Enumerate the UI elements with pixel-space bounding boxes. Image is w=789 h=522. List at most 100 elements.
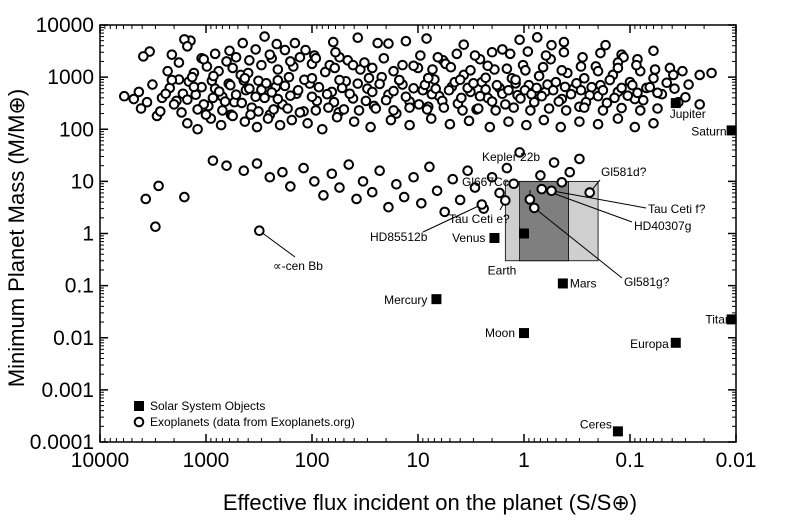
exoplanet-point (182, 118, 193, 129)
solar-system-points (431, 98, 737, 437)
exoplanet-point (236, 97, 248, 109)
exoplanet-point (560, 105, 572, 116)
exoplanet-point (135, 103, 147, 114)
exoplanet-point (294, 52, 306, 63)
exoplanet-point (366, 186, 378, 198)
exoplanet-point (271, 38, 283, 50)
exoplanet-point (330, 46, 341, 58)
exoplanet-point (306, 91, 318, 103)
exoplanet-point (439, 206, 450, 218)
exoplanet-point (694, 69, 706, 81)
exoplanet-point (515, 93, 526, 104)
exoplanet-label: Gl581g? (624, 275, 670, 289)
exoplanet-point (531, 82, 542, 94)
exoplanet-point (351, 193, 362, 205)
y-tick-label: 10 (71, 170, 94, 193)
exoplanet-point (398, 191, 410, 203)
exoplanet-point (416, 197, 427, 209)
exoplanet-point (652, 103, 663, 114)
solar-label: Mercury (384, 293, 427, 307)
exoplanet-point (469, 182, 481, 193)
exoplanet-point (683, 79, 694, 90)
exoplanet-point (279, 80, 291, 92)
exoplanet-point (531, 32, 543, 43)
exoplanet-point (310, 52, 322, 64)
exoplanet-point (209, 48, 221, 60)
exoplanet-point (260, 78, 272, 89)
exoplanet-point (162, 65, 173, 77)
solar-label: Earth (488, 264, 517, 278)
leader-line (551, 190, 647, 209)
exoplanet-point (316, 123, 328, 135)
exoplanet-point (224, 45, 235, 57)
exoplanet-point (198, 53, 210, 65)
exoplanet-point (652, 87, 663, 99)
exoplanet-point (217, 105, 228, 116)
exoplanet-point (597, 84, 609, 96)
solar-label: Saturn (691, 124, 726, 138)
exoplanet-point (543, 103, 555, 114)
exoplanet-point (138, 51, 149, 62)
exoplanet-point (279, 44, 291, 56)
exoplanet-point (574, 116, 585, 127)
labeled-exoplanet-point (524, 194, 536, 205)
solar-system-point (670, 337, 681, 348)
exoplanet-point (372, 37, 383, 49)
exoplanet-point (504, 48, 516, 60)
exoplanet-point (424, 161, 435, 173)
exoplanet-point (575, 61, 587, 72)
exoplanet-point (634, 105, 646, 116)
exoplanet-point (408, 83, 419, 94)
exoplanet-point (421, 33, 432, 44)
exoplanet-point (168, 99, 180, 110)
x-axis-title: Effective flux incident on the planet (S… (223, 490, 637, 515)
exoplanet-point (286, 114, 298, 126)
y-tick-label: 10000 (36, 14, 94, 37)
exoplanet-point (289, 37, 301, 49)
exoplanet-point (547, 84, 559, 96)
exoplanet-point (359, 57, 370, 68)
exoplanet-point (264, 49, 276, 60)
exoplanet-point (160, 88, 171, 100)
exoplanet-point (612, 113, 624, 124)
exoplanet-point (383, 38, 394, 49)
exoplanet-point (388, 105, 399, 116)
exoplanet-point (188, 81, 200, 93)
exoplanet-point (616, 82, 627, 94)
exoplanet-point (400, 35, 412, 47)
exoplanet-point (118, 90, 130, 102)
exoplanet-point (597, 105, 609, 116)
exoplanet-point (668, 69, 679, 81)
exoplanet-label: Tau Ceti e? (449, 212, 510, 226)
exoplanet-point (253, 106, 264, 117)
exoplanet-point (300, 44, 311, 56)
exoplanet-point (133, 86, 145, 98)
exoplanet-point (272, 64, 284, 75)
labeled-exoplanet-point (584, 187, 595, 198)
exoplanet-point (352, 78, 364, 89)
y-axis-title: Minimum Planet Mass (M/M⊕) (4, 89, 29, 387)
exoplanet-point (238, 165, 250, 177)
exoplanet-point (438, 102, 450, 113)
exoplanet-point (469, 50, 481, 61)
exoplanet-point (239, 72, 251, 84)
exoplanet-point (268, 104, 279, 115)
exoplanet-point (592, 118, 604, 130)
exoplanet-point (400, 91, 412, 103)
exoplanet-point (192, 123, 203, 135)
labeled-exoplanet-point (254, 225, 265, 237)
exoplanet-point (612, 62, 624, 74)
exoplanet-point (237, 37, 249, 49)
exoplanet-point (266, 87, 277, 98)
exoplanet-point (540, 50, 552, 61)
exoplanet-point (468, 78, 479, 89)
exoplanet-point (501, 63, 513, 75)
exoplanet-point (421, 104, 433, 115)
exoplanet-point (250, 44, 261, 55)
exoplanet-point (302, 118, 313, 129)
axis-tick-labels: 10000 1000 100 10 1 0.1 0.01 10000 1000 100 10 1 0.1… (30, 14, 757, 472)
exoplanet-point (310, 105, 322, 116)
exoplanet-point (536, 90, 548, 102)
exoplanet-point (616, 102, 627, 114)
